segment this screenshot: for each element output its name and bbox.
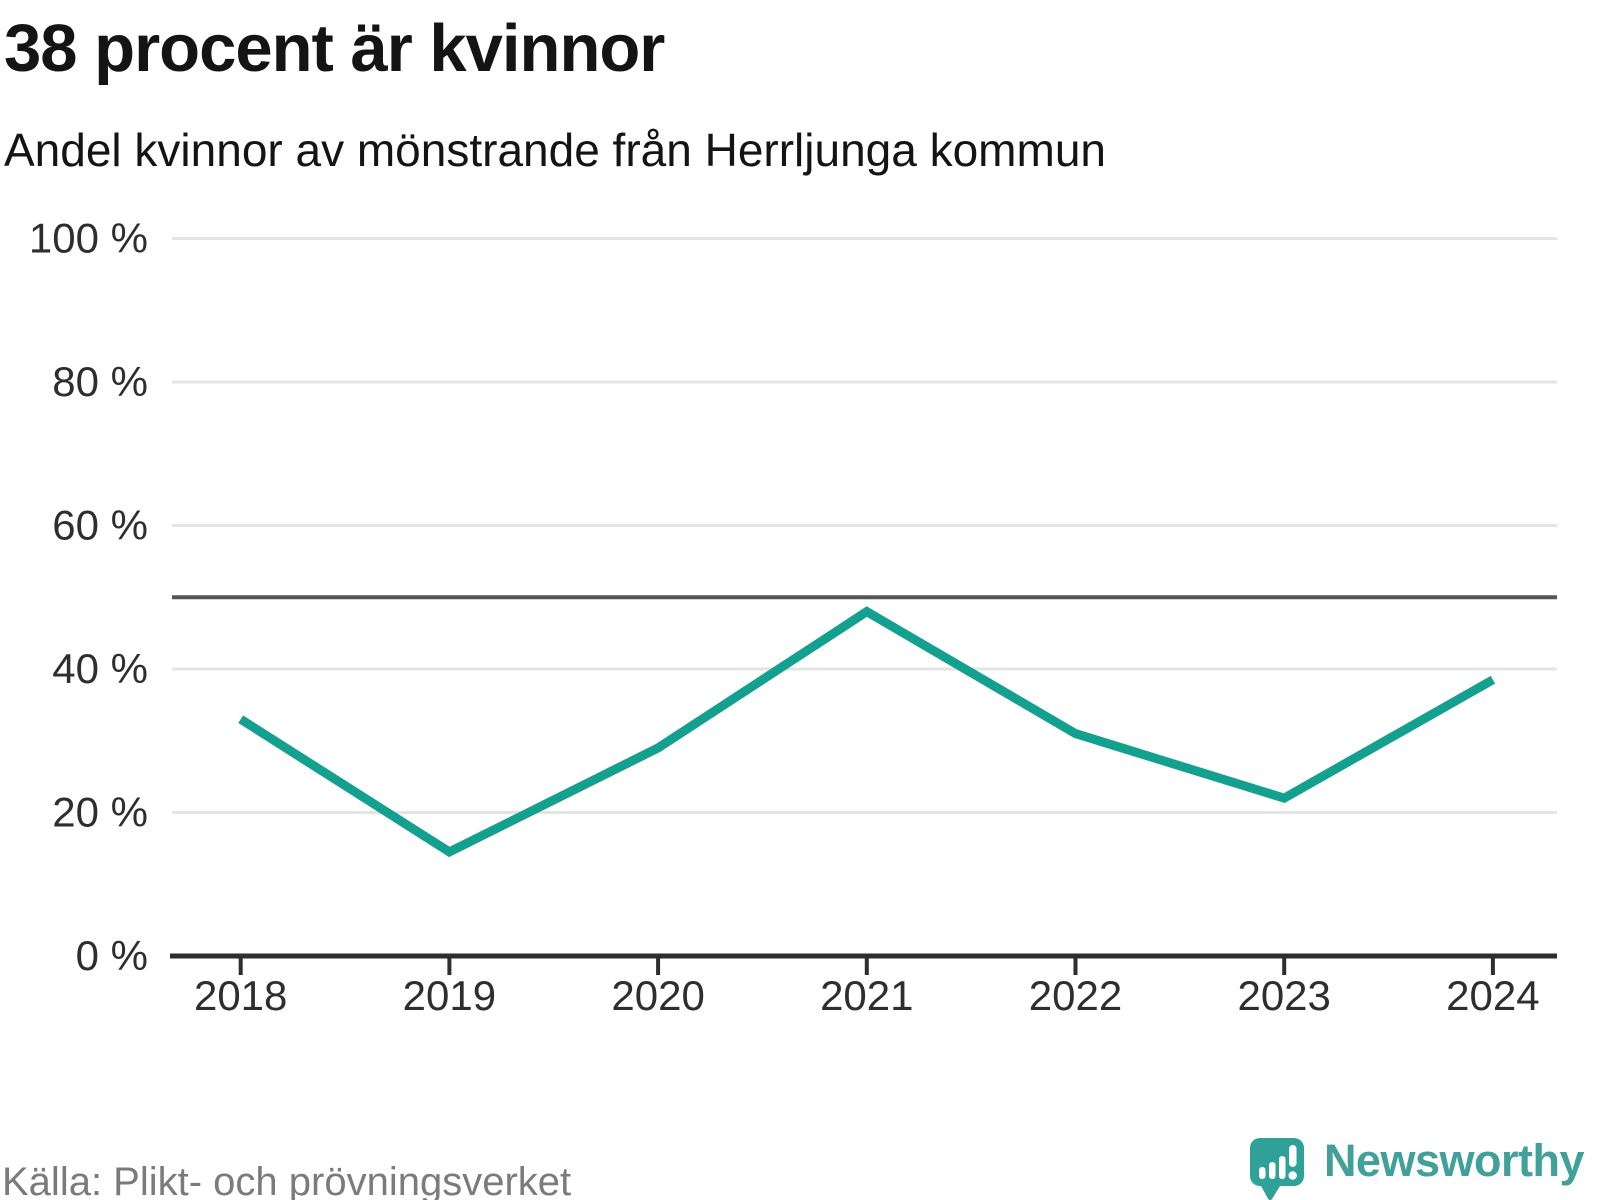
x-tick-label: 2019 [403,972,496,1019]
brand-logo: Newsworthy [1249,1135,1585,1200]
data-line-andel-kvinnor-av-m-nstrande [238,606,1496,858]
x-tick-label: 2018 [194,972,287,1019]
y-tick-label: 80 % [52,358,148,405]
newsworthy-icon [1249,1138,1304,1200]
x-tick-label: 2022 [1029,972,1122,1019]
chart-title: 38 procent är kvinnor [4,11,665,86]
x-tick-label: 2023 [1237,972,1330,1019]
chart-subtitle: Andel kvinnor av mönstrande från Herrlju… [4,124,1106,176]
brand-name: Newsworthy [1323,1135,1585,1186]
y-tick-label: 40 % [52,645,148,692]
y-tick-label: 100 % [29,215,148,262]
source-note: Källa: Plikt- och prövningsverket [2,1160,572,1200]
x-tick-label: 2021 [820,972,913,1019]
x-tick-label: 2020 [611,972,704,1019]
x-tick-label: 2024 [1446,972,1539,1019]
y-tick-label: 60 % [52,502,148,549]
y-tick-label: 0 % [76,932,148,979]
y-tick-label: 20 % [52,789,148,836]
